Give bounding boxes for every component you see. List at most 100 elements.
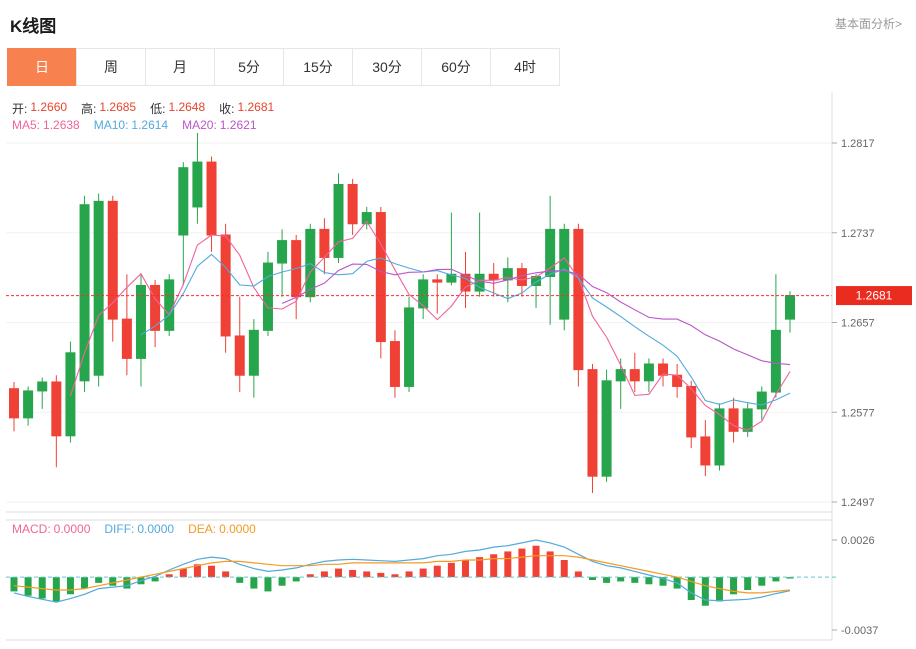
candle-body <box>220 234 231 337</box>
candle-body <box>192 161 203 208</box>
macd-bar <box>264 577 272 592</box>
macd-bar <box>631 577 639 583</box>
macd-bar <box>179 568 187 578</box>
chart-area: 开: 1.2660 高: 1.2685 低: 1.2648 收: 1.2681 MA5: 1.2… <box>0 92 916 649</box>
macd-bar <box>278 577 286 586</box>
candle-body <box>79 204 90 382</box>
candle-body <box>770 329 781 393</box>
tab-月[interactable]: 月 <box>145 48 215 86</box>
macd-bar <box>405 571 413 578</box>
kline-chart-svg: 1.2817 1.2737 1.2657 1.2577 1.2497 0.0026 -0.0… <box>6 92 912 641</box>
ma10-line <box>140 253 791 406</box>
candle-body <box>559 228 570 320</box>
macd-bar <box>250 577 258 589</box>
y-axis-label: 1.2737 <box>841 228 875 240</box>
candle-body <box>23 390 34 419</box>
page-title: K线图 <box>10 17 57 36</box>
macd-bar <box>617 577 625 582</box>
tab-周[interactable]: 周 <box>76 48 146 86</box>
macd-bar <box>292 577 300 582</box>
macd-bar <box>391 574 399 578</box>
candle-body <box>164 279 175 331</box>
candle-body <box>742 408 753 432</box>
macd-bar <box>151 577 159 582</box>
macd-bar <box>222 571 230 578</box>
macd-bar <box>504 551 512 578</box>
candle-body <box>51 381 62 437</box>
candle-body <box>248 329 259 376</box>
macd-bar <box>744 577 752 590</box>
candle-body <box>643 363 654 382</box>
candle-body <box>121 318 132 359</box>
macd-bar <box>335 568 343 578</box>
candle-body <box>488 273 499 281</box>
candle-body <box>686 385 697 438</box>
ma20-line <box>281 263 791 366</box>
candle-body <box>107 200 118 320</box>
candle-body <box>347 184 358 225</box>
macd-bar <box>461 560 469 578</box>
candle-body <box>545 228 556 278</box>
tab-4时[interactable]: 4时 <box>490 48 560 86</box>
macd-bar <box>645 577 653 585</box>
candle-body <box>658 363 669 376</box>
macd-bar <box>320 571 328 578</box>
macd-bar <box>476 557 484 578</box>
macd-bar <box>603 577 611 583</box>
candle-body <box>601 380 612 477</box>
macd-bar <box>24 577 32 596</box>
candle-body <box>573 228 584 371</box>
candle-body <box>375 212 386 343</box>
macd-bar <box>786 577 794 579</box>
tab-60分[interactable]: 60分 <box>421 48 491 86</box>
candle-body <box>178 167 189 236</box>
macd-bar <box>165 574 173 578</box>
macd-bar <box>701 577 709 606</box>
macd-diff-line <box>13 539 791 603</box>
candle-body <box>629 369 640 382</box>
candle-body <box>728 408 739 432</box>
candle-body <box>587 369 598 477</box>
macd-bar <box>546 551 554 578</box>
tab-30分[interactable]: 30分 <box>352 48 422 86</box>
macd-bar <box>730 577 738 595</box>
ma5-line <box>69 220 791 431</box>
macd-bar <box>490 554 498 578</box>
current-price-badge-label: 1.2681 <box>856 289 893 303</box>
candle-body <box>234 335 245 376</box>
macd-bar <box>447 562 455 578</box>
macd-bar <box>95 577 103 583</box>
header: K线图 基本面分析> <box>0 0 916 42</box>
candle-body <box>432 279 443 283</box>
candle-body <box>361 212 372 225</box>
candle-body <box>37 381 48 392</box>
macd-bar <box>758 577 766 586</box>
fundamental-analysis-link[interactable]: 基本面分析> <box>834 17 902 31</box>
macd-bar <box>52 577 60 602</box>
macd-bar <box>66 577 74 595</box>
tab-日[interactable]: 日 <box>7 48 77 86</box>
macd-bar <box>560 560 568 578</box>
tab-5分[interactable]: 5分 <box>214 48 284 86</box>
macd-bar <box>377 572 385 578</box>
period-tabs: 日周月 5分 15分 30分 60分 4时 <box>7 48 916 86</box>
macd-bar <box>588 577 596 580</box>
candle-body <box>277 240 288 264</box>
macd-bar <box>518 548 526 578</box>
candle-body <box>714 408 725 466</box>
tab-15分[interactable]: 15分 <box>283 48 353 86</box>
y-axis-label: 1.2817 <box>841 138 875 150</box>
candle-body <box>700 436 711 466</box>
macd-bar <box>208 565 216 578</box>
macd-bar <box>715 577 723 602</box>
candle-body <box>785 295 795 320</box>
candle-body <box>150 284 161 331</box>
macd-bar <box>236 577 244 583</box>
candle-body <box>460 273 471 292</box>
macd-axis-label: 0.0026 <box>841 535 875 547</box>
macd-bar <box>433 565 441 578</box>
macd-bar <box>193 564 201 578</box>
macd-bar <box>532 545 540 578</box>
candle-body <box>389 341 400 387</box>
macd-bar <box>349 570 357 578</box>
